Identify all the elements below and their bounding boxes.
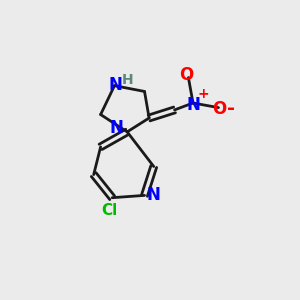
Text: H: H <box>122 73 133 87</box>
Text: O: O <box>179 66 193 84</box>
Text: Cl: Cl <box>102 203 118 218</box>
Text: -: - <box>227 99 235 118</box>
Text: O: O <box>212 100 227 118</box>
Text: N: N <box>147 186 161 204</box>
Text: N: N <box>186 96 200 114</box>
Text: N: N <box>110 119 124 137</box>
Text: +: + <box>198 87 209 101</box>
Text: N: N <box>109 76 123 94</box>
